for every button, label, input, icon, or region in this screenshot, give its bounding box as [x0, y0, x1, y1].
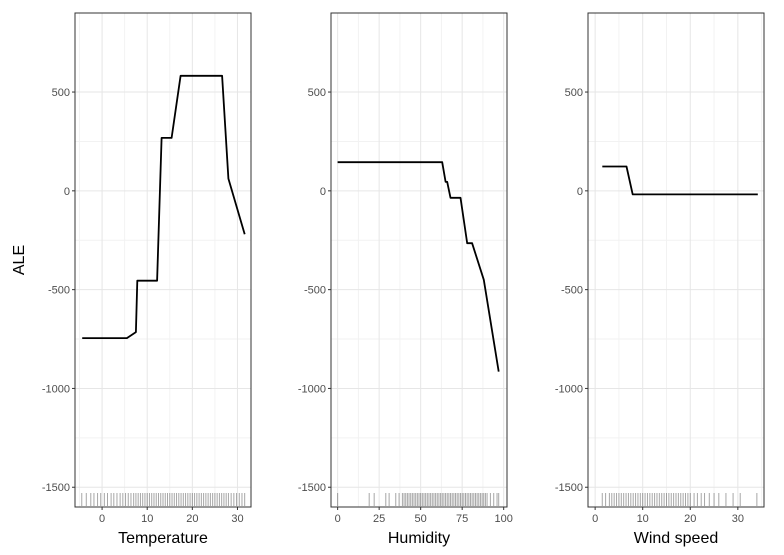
y-tick-label: 0 [320, 186, 326, 198]
y-tick-label: -500 [561, 285, 583, 297]
panel-border [330, 12, 508, 508]
x-tick-label: 30 [231, 513, 243, 525]
y-tick-label: -1000 [42, 383, 70, 395]
x-tick-label: 25 [373, 513, 385, 525]
panel-3: -1500 -1000 -500 0 500 0 10 20 30 Wind speed [555, 12, 765, 547]
x-tick-label: 0 [592, 513, 598, 525]
y-axis-title: ALE [11, 245, 28, 275]
panel-border [74, 12, 252, 508]
ale-line [602, 165, 758, 196]
y-tick-label: 500 [308, 87, 326, 99]
x-tick-label: 30 [732, 513, 744, 525]
x-axis-title: Temperature [118, 530, 208, 547]
y-tick-label: 0 [577, 186, 583, 198]
y-tick-label: -1500 [555, 482, 583, 494]
y-tick-label: -1500 [42, 482, 70, 494]
x-tick-label: 10 [637, 513, 649, 525]
x-tick-label: 50 [415, 513, 427, 525]
x-tick-label: 20 [186, 513, 198, 525]
y-tick-label: -1500 [298, 482, 326, 494]
x-tick-label: 20 [684, 513, 696, 525]
x-axis-title: Wind speed [634, 530, 719, 547]
panel-2: -1500 -1000 -500 0 500 0 25 50 75 100 Humidity [298, 12, 513, 547]
ale-line [337, 161, 500, 372]
x-tick-label: 100 [494, 513, 512, 525]
y-tick-label: -500 [48, 285, 70, 297]
x-tick-label: 10 [141, 513, 153, 525]
y-tick-label: -1000 [298, 383, 326, 395]
y-tick-label: 0 [64, 186, 70, 198]
y-tick-label: 500 [52, 87, 70, 99]
x-tick-label: 0 [335, 513, 341, 525]
x-axis-title: Humidity [388, 530, 450, 547]
y-tick-label: 500 [565, 87, 583, 99]
x-tick-label: 0 [99, 513, 105, 525]
x-tick-label: 75 [456, 513, 468, 525]
ale-line [82, 74, 246, 340]
y-tick-label: -1000 [555, 383, 583, 395]
panel-border [587, 12, 765, 508]
panel-1: -1500 -1000 -500 0 500 0 10 20 30 Temperature [42, 12, 252, 547]
y-tick-label: -500 [304, 285, 326, 297]
